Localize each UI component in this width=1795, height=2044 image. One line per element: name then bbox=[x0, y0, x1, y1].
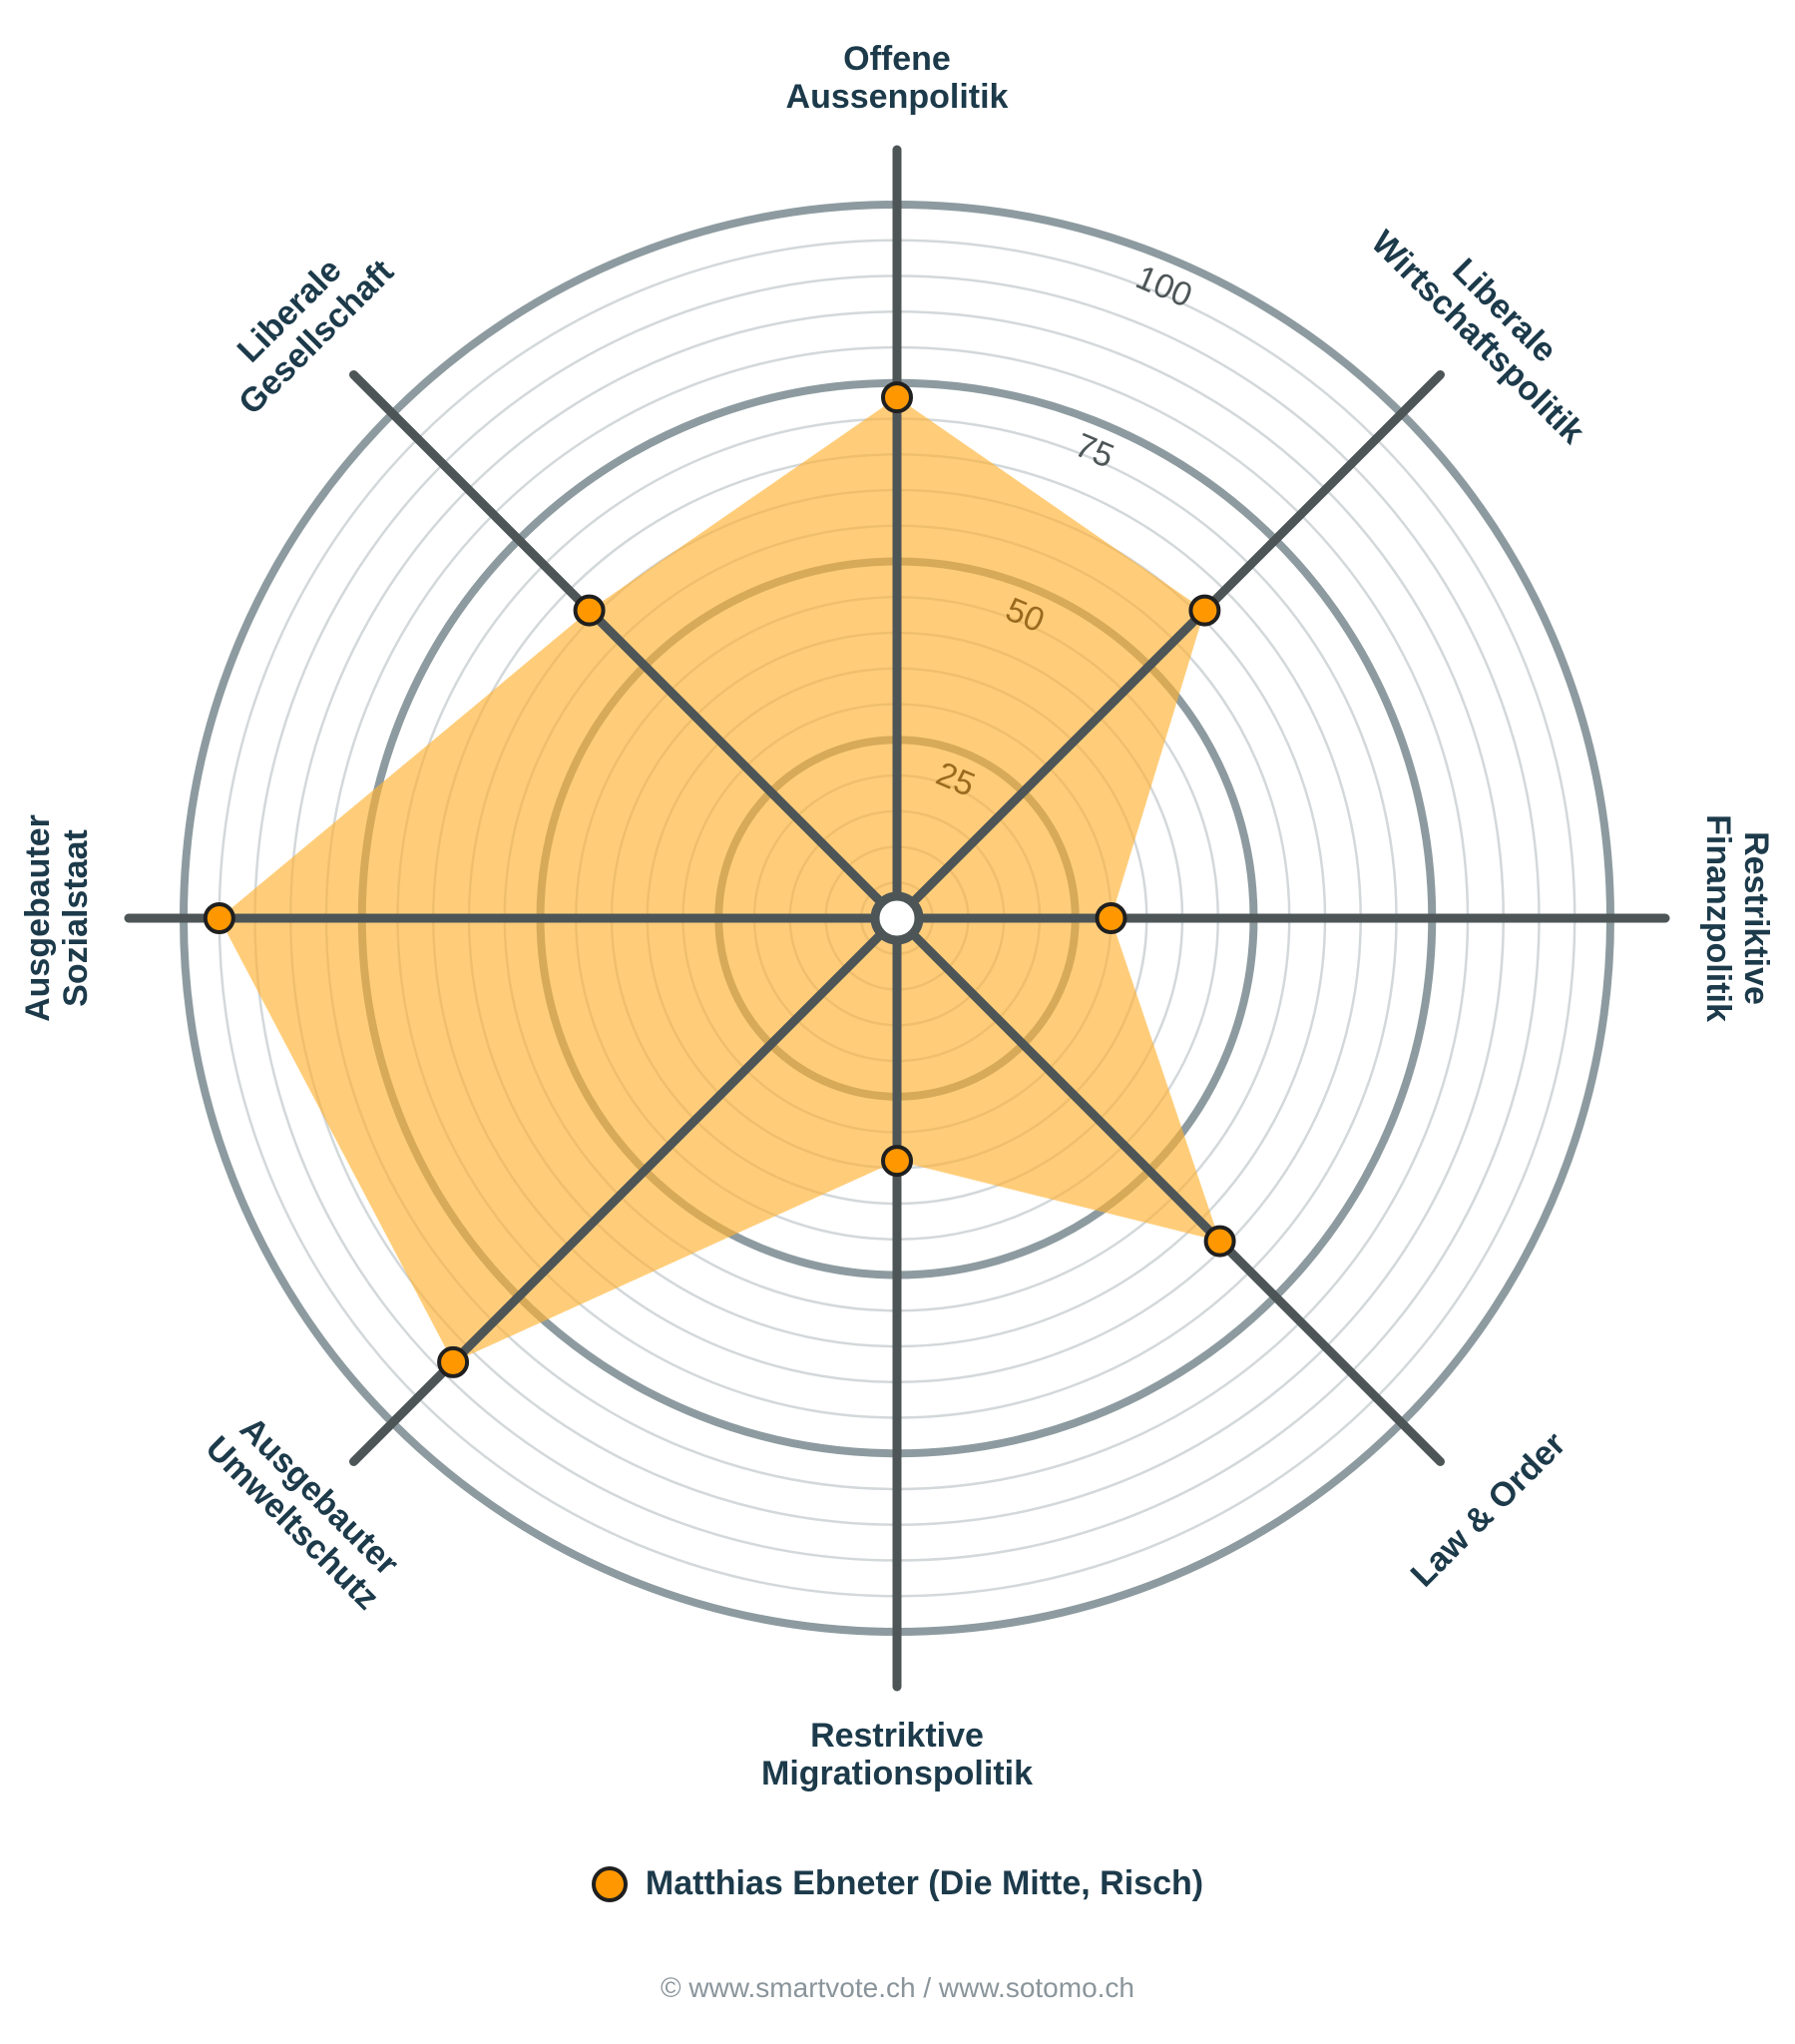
data-point-4 bbox=[881, 1145, 913, 1178]
axis-label-line: Restriktive bbox=[810, 1717, 984, 1755]
series-layer bbox=[219, 397, 1220, 1362]
axis-label-6: Ausgebauter Sozialstaat bbox=[19, 814, 95, 1022]
data-point-0 bbox=[881, 381, 913, 414]
data-point-3 bbox=[1203, 1225, 1236, 1258]
axis-spoke-1 bbox=[892, 370, 1445, 923]
copyright-footer: © www.smartvote.ch / www.sotomo.ch bbox=[661, 1972, 1134, 2003]
center-circle bbox=[870, 891, 924, 945]
data-markers bbox=[203, 381, 1236, 1378]
series-area-0 bbox=[219, 397, 1220, 1362]
axis-label-line: Sozialstaat bbox=[57, 829, 95, 1007]
data-point-5 bbox=[437, 1345, 470, 1378]
data-point-6 bbox=[203, 902, 235, 934]
legend-label: Matthias Ebneter (Die Mitte, Risch) bbox=[645, 1864, 1204, 1902]
axis-label-line: Offene bbox=[843, 40, 951, 78]
legend-marker-icon bbox=[591, 1865, 628, 1902]
axis-spoke-7 bbox=[349, 370, 902, 923]
axis-spokes bbox=[124, 145, 1670, 1692]
axis-label-line: Aussenpolitik bbox=[786, 78, 1009, 116]
axis-label-line: Migrationspolitik bbox=[761, 1755, 1033, 1792]
axis-spoke-3 bbox=[892, 913, 1445, 1466]
legend: Matthias Ebneter (Die Mitte, Risch) bbox=[0, 1864, 1795, 1903]
data-point-1 bbox=[1188, 594, 1221, 627]
axis-label-line: Finanzpolitik bbox=[1699, 814, 1737, 1022]
axis-label-line: Ausgebauter bbox=[19, 814, 57, 1022]
data-point-2 bbox=[1095, 902, 1127, 934]
data-point-7 bbox=[573, 594, 606, 627]
axis-label-line: Restriktive bbox=[1737, 831, 1775, 1005]
